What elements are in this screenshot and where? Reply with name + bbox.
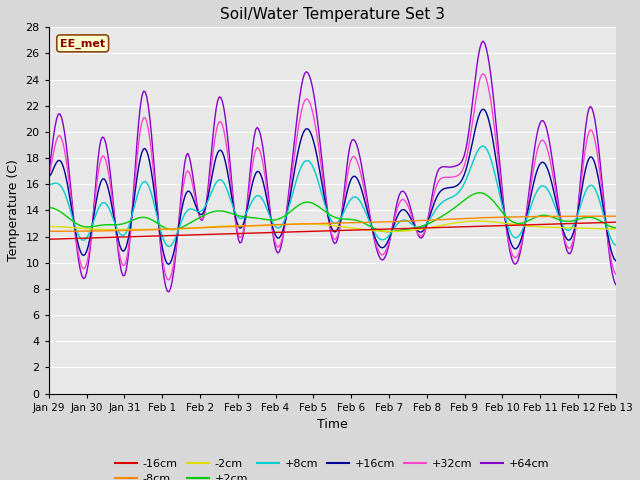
+2cm <box>243 214 250 220</box>
-2cm <box>389 228 397 234</box>
+2cm <box>214 208 221 214</box>
+8cm <box>234 215 242 220</box>
+64cm <box>115 249 122 254</box>
-16cm <box>580 220 588 226</box>
-16cm <box>243 230 250 236</box>
+64cm <box>294 105 302 110</box>
X-axis label: Time: Time <box>317 418 348 431</box>
+16cm <box>294 148 302 154</box>
+32cm <box>244 199 252 205</box>
Line: -8cm: -8cm <box>49 216 616 231</box>
+64cm <box>165 289 173 295</box>
+2cm <box>115 222 122 228</box>
+8cm <box>115 228 122 234</box>
-2cm <box>474 218 482 224</box>
-2cm <box>214 224 221 229</box>
-8cm <box>580 214 588 219</box>
Line: +16cm: +16cm <box>49 109 616 264</box>
Y-axis label: Temperature (C): Temperature (C) <box>7 159 20 262</box>
+64cm <box>234 236 242 242</box>
+8cm <box>294 171 302 177</box>
Line: +2cm: +2cm <box>49 193 616 232</box>
-8cm <box>115 228 122 233</box>
+32cm <box>294 125 302 131</box>
-2cm <box>293 221 301 227</box>
+8cm <box>165 244 173 250</box>
-8cm <box>45 228 52 234</box>
+16cm <box>244 204 252 209</box>
+2cm <box>233 212 241 218</box>
Line: +64cm: +64cm <box>49 41 616 292</box>
Line: +32cm: +32cm <box>49 74 616 280</box>
-2cm <box>584 226 591 231</box>
-16cm <box>115 234 122 240</box>
-2cm <box>115 227 122 232</box>
+16cm <box>165 262 173 267</box>
-8cm <box>214 224 221 230</box>
+32cm <box>612 271 620 277</box>
-8cm <box>612 213 620 219</box>
-16cm <box>612 219 620 225</box>
+8cm <box>584 185 591 191</box>
-8cm <box>233 223 241 229</box>
Text: EE_met: EE_met <box>60 38 105 48</box>
+16cm <box>584 160 591 166</box>
+16cm <box>234 223 242 229</box>
+2cm <box>293 204 301 209</box>
+8cm <box>479 143 487 149</box>
Title: Soil/Water Temperature Set 3: Soil/Water Temperature Set 3 <box>220 7 445 22</box>
-16cm <box>293 229 301 235</box>
+2cm <box>584 215 591 220</box>
+16cm <box>45 174 52 180</box>
-16cm <box>45 236 52 242</box>
-8cm <box>293 221 301 227</box>
-2cm <box>243 223 250 229</box>
+32cm <box>479 71 487 77</box>
Legend: -16cm, -8cm, -2cm, +2cm, +8cm, +16cm, +32cm, +64cm: -16cm, -8cm, -2cm, +2cm, +8cm, +16cm, +3… <box>111 454 554 480</box>
-2cm <box>45 224 52 229</box>
+16cm <box>115 237 122 242</box>
+64cm <box>584 113 591 119</box>
-2cm <box>612 226 620 232</box>
+64cm <box>216 94 223 100</box>
-2cm <box>233 223 241 229</box>
+32cm <box>45 172 52 178</box>
+16cm <box>216 147 223 153</box>
+64cm <box>612 282 620 288</box>
+64cm <box>45 171 52 177</box>
+16cm <box>612 258 620 264</box>
+32cm <box>216 119 223 125</box>
Line: -16cm: -16cm <box>49 222 616 239</box>
+32cm <box>234 231 242 237</box>
+64cm <box>244 194 252 200</box>
-8cm <box>243 223 250 228</box>
Line: -2cm: -2cm <box>49 221 616 231</box>
+32cm <box>115 244 122 250</box>
-16cm <box>214 231 221 237</box>
+2cm <box>612 225 620 230</box>
+2cm <box>45 204 52 210</box>
+8cm <box>612 242 620 248</box>
+2cm <box>385 229 392 235</box>
-16cm <box>233 231 241 237</box>
+8cm <box>216 177 223 183</box>
+32cm <box>584 135 591 141</box>
+2cm <box>476 190 484 196</box>
+16cm <box>479 106 487 112</box>
+8cm <box>45 181 52 187</box>
+32cm <box>165 277 173 283</box>
+64cm <box>479 38 487 44</box>
Line: +8cm: +8cm <box>49 146 616 247</box>
+8cm <box>244 207 252 213</box>
